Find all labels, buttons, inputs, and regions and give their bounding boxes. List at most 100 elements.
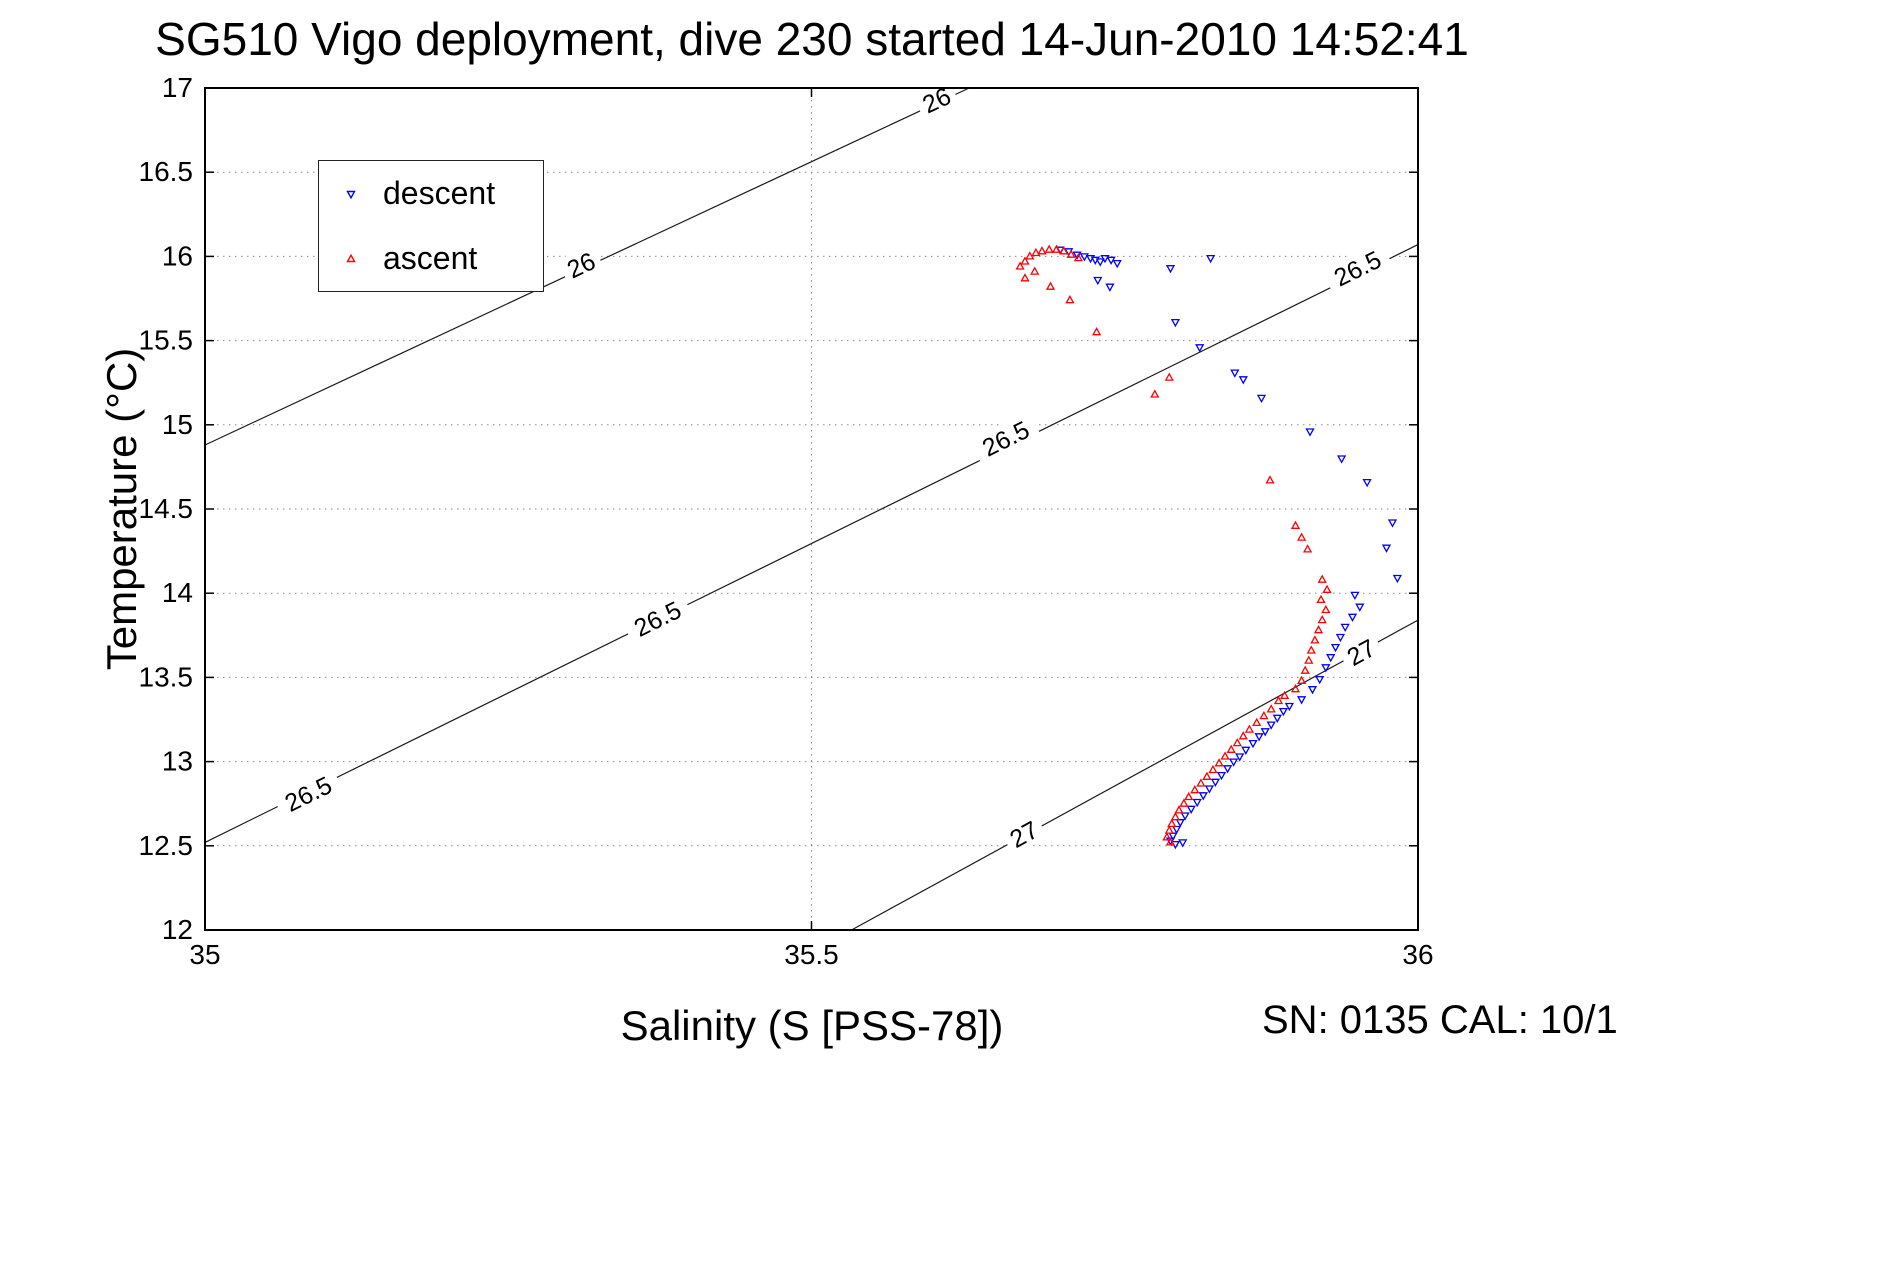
legend-label-descent: descent — [383, 175, 496, 211]
contour-line-27 — [851, 619, 1419, 931]
data-point-ascent — [1073, 252, 1084, 262]
data-point-descent — [1105, 283, 1115, 292]
data-point-descent — [1095, 258, 1105, 267]
data-point-ascent — [1045, 281, 1056, 290]
y-tick-label: 12 — [162, 914, 193, 945]
data-point-descent — [1178, 839, 1188, 848]
data-point-ascent — [1162, 832, 1172, 841]
data-point-descent — [1238, 376, 1248, 385]
data-point-ascent — [1091, 327, 1102, 336]
contour-label-26: 26 — [912, 78, 960, 121]
data-point-descent — [1305, 428, 1315, 437]
data-point-ascent — [1051, 244, 1062, 253]
legend: descent ascent — [318, 160, 544, 292]
data-point-ascent — [1214, 758, 1224, 767]
y-tick-label: 13.5 — [139, 661, 194, 692]
data-point-descent — [1330, 643, 1341, 653]
y-tick-label: 14 — [162, 577, 193, 608]
y-axis-label: Temperature (°C) — [98, 347, 145, 671]
data-point-descent — [1241, 746, 1251, 755]
data-point-descent — [1381, 544, 1392, 553]
data-point-descent — [1210, 778, 1221, 787]
data-point-ascent — [1020, 256, 1030, 265]
data-point-ascent — [1296, 532, 1307, 541]
legend-item-descent: descent — [319, 166, 543, 222]
data-point-descent — [1347, 613, 1358, 622]
data-point-ascent — [1296, 675, 1307, 684]
data-point-ascent — [1290, 520, 1301, 529]
data-point-descent — [1186, 805, 1196, 814]
data-point-descent — [1198, 792, 1208, 801]
data-point-ascent — [1170, 812, 1181, 821]
data-point-descent — [1112, 259, 1122, 269]
data-point-descent — [1171, 825, 1182, 835]
data-point-ascent — [1196, 778, 1206, 787]
descent-triangle-down-icon — [319, 188, 383, 200]
contour-label-26: 26 — [557, 243, 605, 286]
data-point-ascent — [1313, 625, 1324, 634]
data-point-ascent — [1059, 246, 1069, 255]
data-point-ascent — [1265, 475, 1275, 484]
y-tick-label: 15 — [162, 409, 193, 440]
data-point-ascent — [1184, 791, 1194, 801]
data-point-descent — [1254, 733, 1264, 742]
x-axis-label: Salinity (S [PSS-78]) — [620, 1002, 1004, 1049]
data-point-ascent — [1304, 655, 1314, 664]
data-point-descent — [1256, 394, 1267, 404]
data-point-descent — [1335, 633, 1346, 643]
data-point-ascent — [1266, 704, 1276, 713]
data-point-descent — [1336, 455, 1347, 464]
contour-label-26.5: 26.5 — [969, 411, 1042, 466]
contour-label-27: 27 — [1337, 630, 1385, 674]
y-tick-label: 17 — [162, 72, 193, 103]
data-point-ascent — [1208, 764, 1218, 774]
data-point-descent — [1175, 819, 1185, 828]
contour-label-26.5: 26.5 — [621, 591, 694, 646]
y-tick-label: 15.5 — [139, 325, 194, 356]
data-point-ascent — [1066, 249, 1076, 258]
legend-item-ascent: ascent — [319, 231, 543, 287]
data-point-ascent — [1174, 805, 1184, 814]
y-tick-label: 16 — [162, 240, 193, 271]
data-point-descent — [1387, 519, 1398, 528]
data-point-ascent — [1273, 695, 1284, 705]
data-point-ascent — [1179, 798, 1189, 807]
data-point-ascent — [1252, 717, 1262, 727]
data-point-descent — [1362, 478, 1372, 488]
ascent-triangle-up-icon — [319, 253, 383, 265]
data-point-descent — [1165, 265, 1176, 274]
data-point-ascent — [1150, 389, 1160, 398]
data-point-descent — [1350, 591, 1360, 601]
data-point-ascent — [1316, 594, 1326, 604]
data-point-descent — [1340, 623, 1350, 633]
y-tick-label: 14.5 — [139, 493, 194, 524]
data-point-descent — [1100, 254, 1110, 264]
y-tick-label: 13 — [162, 746, 193, 777]
data-point-ascent — [1164, 825, 1174, 834]
data-point-descent — [1355, 603, 1365, 612]
data-point-descent — [1326, 654, 1336, 663]
data-point-ascent — [1290, 684, 1301, 693]
data-point-ascent — [1306, 645, 1316, 654]
data-point-ascent — [1317, 614, 1327, 624]
data-point-ascent — [1037, 246, 1047, 255]
data-point-ascent — [1220, 751, 1230, 760]
data-point-ascent — [1259, 710, 1269, 720]
data-point-descent — [1248, 739, 1258, 749]
data-point-ascent — [1300, 665, 1310, 674]
serial-cal-note: SN: 0135 CAL: 10/1 — [1262, 998, 1618, 1042]
x-tick-label: 36 — [1402, 939, 1433, 970]
data-point-descent — [1195, 344, 1205, 353]
data-point-ascent — [1321, 604, 1331, 614]
data-point-descent — [1321, 664, 1331, 673]
data-point-ascent — [1165, 837, 1176, 846]
data-point-ascent — [1322, 584, 1332, 593]
data-point-descent — [1296, 696, 1307, 705]
contour-line-26.5 — [204, 244, 1419, 843]
data-point-descent — [1205, 254, 1216, 264]
data-point-descent — [1170, 318, 1181, 328]
plot-title: SG510 Vigo deployment, dive 230 started … — [155, 13, 1469, 65]
data-point-ascent — [1030, 266, 1040, 275]
data-point-ascent — [1031, 247, 1041, 257]
